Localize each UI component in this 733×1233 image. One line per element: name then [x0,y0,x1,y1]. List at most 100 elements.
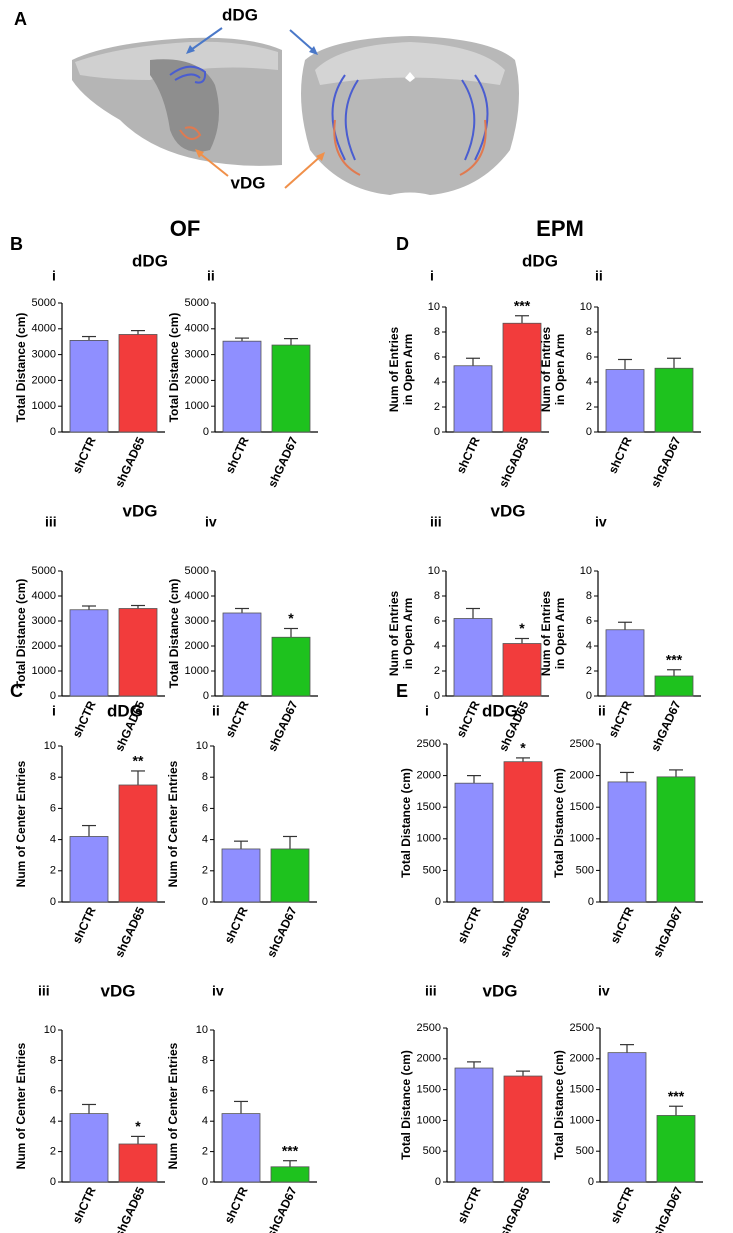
y-tick-label: 3000 [32,615,56,627]
y-tick-label: 1500 [570,1084,594,1096]
bar [502,322,542,433]
y-axis-label: in Open Arm [553,598,567,670]
sub-label: ii [598,703,606,719]
x-tick-label: shGAD67 [650,904,686,959]
y-tick-label: 0 [588,1176,594,1188]
y-tick-label: 4 [586,640,592,652]
group-label: vDG [101,981,136,1000]
bar [503,761,543,903]
y-tick-label: 8 [586,326,592,338]
sub-label: iv [598,983,610,999]
y-tick-label: 6 [50,802,56,814]
x-tick-label: shGAD67 [650,1184,686,1233]
y-tick-label: 0 [435,1176,441,1188]
y-tick-label: 2500 [570,738,594,750]
y-tick-label: 1500 [570,801,594,813]
ventral-label: vDG [231,173,266,192]
sub-label: ii [212,703,220,719]
x-tick-label: shCTR [454,434,483,475]
y-tick-label: 2000 [417,770,441,782]
bar [605,369,645,433]
y-tick-label: 6 [50,1085,56,1097]
panel-label: D [396,234,409,254]
bar [503,1075,543,1183]
y-tick-label: 10 [196,740,208,752]
y-tick-label: 4000 [185,323,209,335]
y-tick-label: 0 [586,690,592,702]
sub-label: i [430,268,434,284]
y-tick-label: 500 [423,864,441,876]
y-tick-label: 0 [202,1176,208,1188]
bar [607,1052,647,1183]
y-axis-label: Num of Center Entries [166,760,180,887]
bar [69,609,109,697]
y-tick-label: 4 [586,376,592,388]
x-tick-label: shGAD67 [265,434,301,489]
y-tick-label: 2000 [32,640,56,652]
y-tick-label: 0 [202,896,208,908]
x-tick-label: shGAD67 [648,434,684,489]
y-tick-label: 10 [44,1024,56,1036]
y-tick-label: 3000 [185,349,209,361]
x-tick-label: shCTR [70,1184,99,1225]
y-tick-label: 2000 [185,374,209,386]
y-tick-label: 3000 [185,615,209,627]
bar [656,1115,696,1183]
y-tick-label: 0 [50,426,56,438]
group-label: dDG [132,251,168,270]
bar [605,629,645,697]
sub-label: i [52,703,56,719]
bar [502,643,542,697]
bar [221,1113,261,1183]
y-tick-label: 2 [586,665,592,677]
significance: *** [666,651,683,667]
sub-label: iv [205,514,217,530]
section-header: EPM [536,216,584,241]
significance: * [520,740,526,756]
y-tick-label: 0 [434,690,440,702]
y-tick-label: 2 [50,1146,56,1158]
y-tick-label: 1000 [417,1114,441,1126]
group-label: vDG [123,501,158,520]
y-tick-label: 0 [434,426,440,438]
y-axis-label: in Open Arm [401,334,415,406]
bar [271,344,311,433]
y-tick-label: 0 [50,896,56,908]
y-tick-label: 5000 [32,297,56,309]
bar [118,784,158,903]
y-tick-label: 2000 [570,1053,594,1065]
bar [453,618,493,697]
y-axis-label: Num of Center Entries [14,760,28,887]
y-tick-label: 2500 [417,1022,441,1034]
y-tick-label: 2 [434,665,440,677]
sub-label: i [425,703,429,719]
y-tick-label: 10 [44,740,56,752]
y-tick-label: 6 [202,1085,208,1097]
y-tick-label: 0 [203,690,209,702]
y-tick-label: 0 [586,426,592,438]
y-tick-label: 8 [50,771,56,783]
x-tick-label: shCTR [222,904,251,945]
y-tick-label: 6 [586,351,592,363]
y-axis-label: Num of Center Entries [14,1042,28,1169]
bar [69,340,109,433]
x-tick-label: shGAD67 [264,904,300,959]
x-tick-label: shCTR [70,698,99,739]
y-tick-label: 8 [202,1054,208,1066]
y-tick-label: 10 [196,1024,208,1036]
y-tick-label: 2 [586,401,592,413]
significance: *** [282,1142,299,1158]
x-tick-label: shCTR [606,434,635,475]
dorsal-label: dDG [222,5,258,24]
group-label: dDG [482,701,518,720]
y-tick-label: 500 [423,1145,441,1157]
y-tick-label: 5000 [32,565,56,577]
x-tick-label: shCTR [455,1184,484,1225]
y-tick-label: 1000 [570,1114,594,1126]
y-tick-label: 10 [580,301,592,313]
bar [654,367,694,433]
x-tick-label: shCTR [608,904,637,945]
x-tick-label: shGAD65 [112,1184,148,1233]
bar [118,608,158,697]
y-tick-label: 4 [434,376,440,388]
